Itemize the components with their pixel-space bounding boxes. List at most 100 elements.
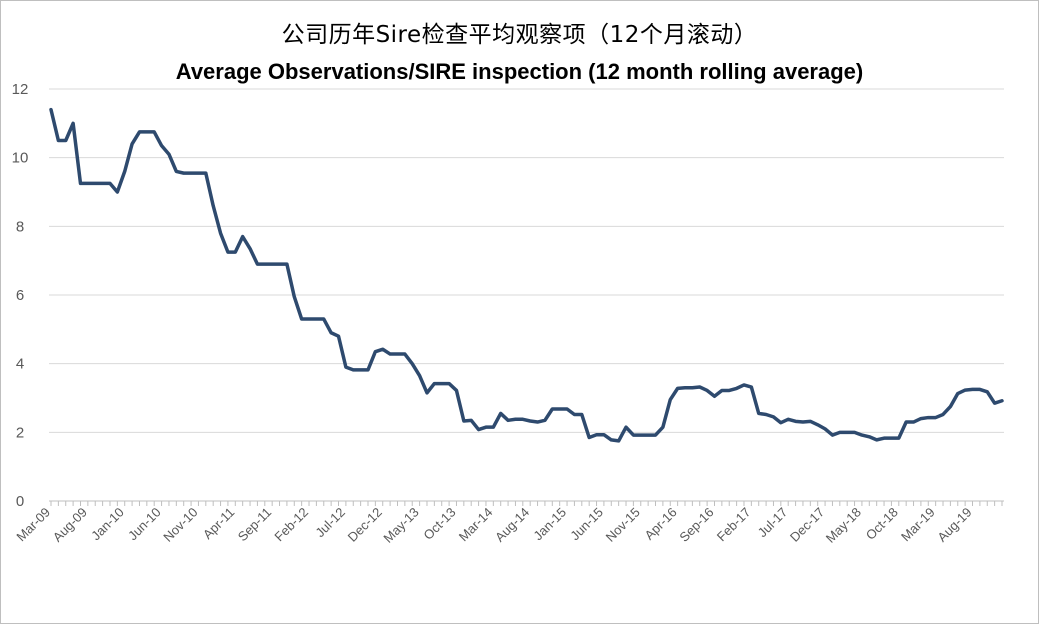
data-point	[956, 392, 959, 395]
data-point	[676, 387, 679, 390]
data-point	[367, 368, 370, 371]
y-tick-label: 4	[16, 356, 24, 373]
x-tick-label: Dec-17	[787, 505, 827, 545]
data-point	[86, 182, 89, 185]
data-point	[344, 366, 347, 369]
data-point	[64, 139, 67, 142]
data-point	[647, 434, 650, 437]
x-tick-label: Jan-10	[88, 505, 127, 544]
data-point	[669, 398, 672, 401]
x-tick-label: Jun-15	[567, 505, 606, 544]
data-point	[359, 368, 362, 371]
data-point	[293, 295, 296, 298]
data-point	[580, 413, 583, 416]
x-tick-label: Nov-15	[603, 505, 643, 545]
data-point	[138, 130, 141, 133]
data-point	[698, 386, 701, 389]
data-point	[470, 419, 473, 422]
data-point	[558, 407, 561, 410]
data-point	[153, 130, 156, 133]
data-point	[883, 437, 886, 440]
data-point	[182, 172, 185, 175]
data-point	[757, 412, 760, 415]
data-point	[927, 416, 930, 419]
x-tick-label: Jul-17	[755, 505, 791, 541]
data-point	[890, 437, 893, 440]
data-point	[477, 428, 480, 431]
data-point	[131, 142, 134, 145]
data-point	[484, 426, 487, 429]
data-point	[551, 407, 554, 410]
data-point	[308, 318, 311, 321]
y-tick-label: 12	[12, 81, 29, 98]
data-point	[897, 437, 900, 440]
data-point	[396, 353, 399, 356]
data-point	[617, 439, 620, 442]
data-point	[440, 382, 443, 385]
data-point	[389, 353, 392, 356]
data-point	[285, 263, 288, 266]
data-point	[787, 418, 790, 421]
data-point	[514, 418, 517, 421]
data-point	[167, 153, 170, 156]
x-tick-label: Feb-12	[271, 505, 311, 545]
data-point	[521, 418, 524, 421]
y-tick-label: 6	[16, 287, 24, 304]
data-point	[256, 263, 259, 266]
data-point	[610, 438, 613, 441]
data-point	[204, 172, 207, 175]
data-point	[934, 416, 937, 419]
data-point	[853, 431, 856, 434]
x-tick-label: Apr-16	[642, 505, 680, 543]
data-point	[639, 434, 642, 437]
data-point	[750, 386, 753, 389]
data-point	[330, 331, 333, 334]
chart-title: 公司历年Sire检查平均观察项（12个月滚动）	[281, 22, 758, 48]
data-point	[219, 232, 222, 235]
data-point	[868, 435, 871, 438]
data-point	[241, 235, 244, 238]
data-point	[625, 426, 628, 429]
data-point	[278, 263, 281, 266]
data-point	[919, 417, 922, 420]
data-point	[79, 182, 82, 185]
data-point	[801, 421, 804, 424]
data-point	[595, 433, 598, 436]
data-point	[101, 182, 104, 185]
data-point	[374, 350, 377, 353]
data-point	[942, 413, 945, 416]
data-point	[765, 413, 768, 416]
x-tick-label: Aug-19	[934, 505, 974, 545]
data-point	[632, 434, 635, 437]
data-point	[684, 386, 687, 389]
data-point	[566, 407, 569, 410]
x-tick-label: Mar-09	[13, 505, 53, 545]
data-point	[411, 362, 414, 365]
data-point	[462, 420, 465, 423]
y-tick-label: 8	[16, 218, 24, 235]
data-point	[654, 434, 657, 437]
x-tick-label: Feb-17	[714, 505, 754, 545]
data-point	[993, 402, 996, 405]
data-point	[912, 421, 915, 424]
data-point	[425, 391, 428, 394]
data-point	[433, 382, 436, 385]
data-point	[322, 318, 325, 321]
data-point	[831, 434, 834, 437]
data-point	[809, 420, 812, 423]
y-tick-label: 0	[16, 493, 24, 510]
data-point	[573, 413, 576, 416]
data-point	[794, 420, 797, 423]
x-tick-label: Sep-11	[235, 505, 275, 545]
data-point	[978, 388, 981, 391]
data-point	[160, 144, 163, 147]
data-point	[860, 434, 863, 437]
data-point	[108, 182, 111, 185]
data-point	[706, 389, 709, 392]
data-point	[779, 421, 782, 424]
data-point	[271, 263, 274, 266]
data-point	[212, 204, 215, 207]
x-tick-label: Aug-14	[492, 505, 532, 545]
data-point	[602, 433, 605, 436]
